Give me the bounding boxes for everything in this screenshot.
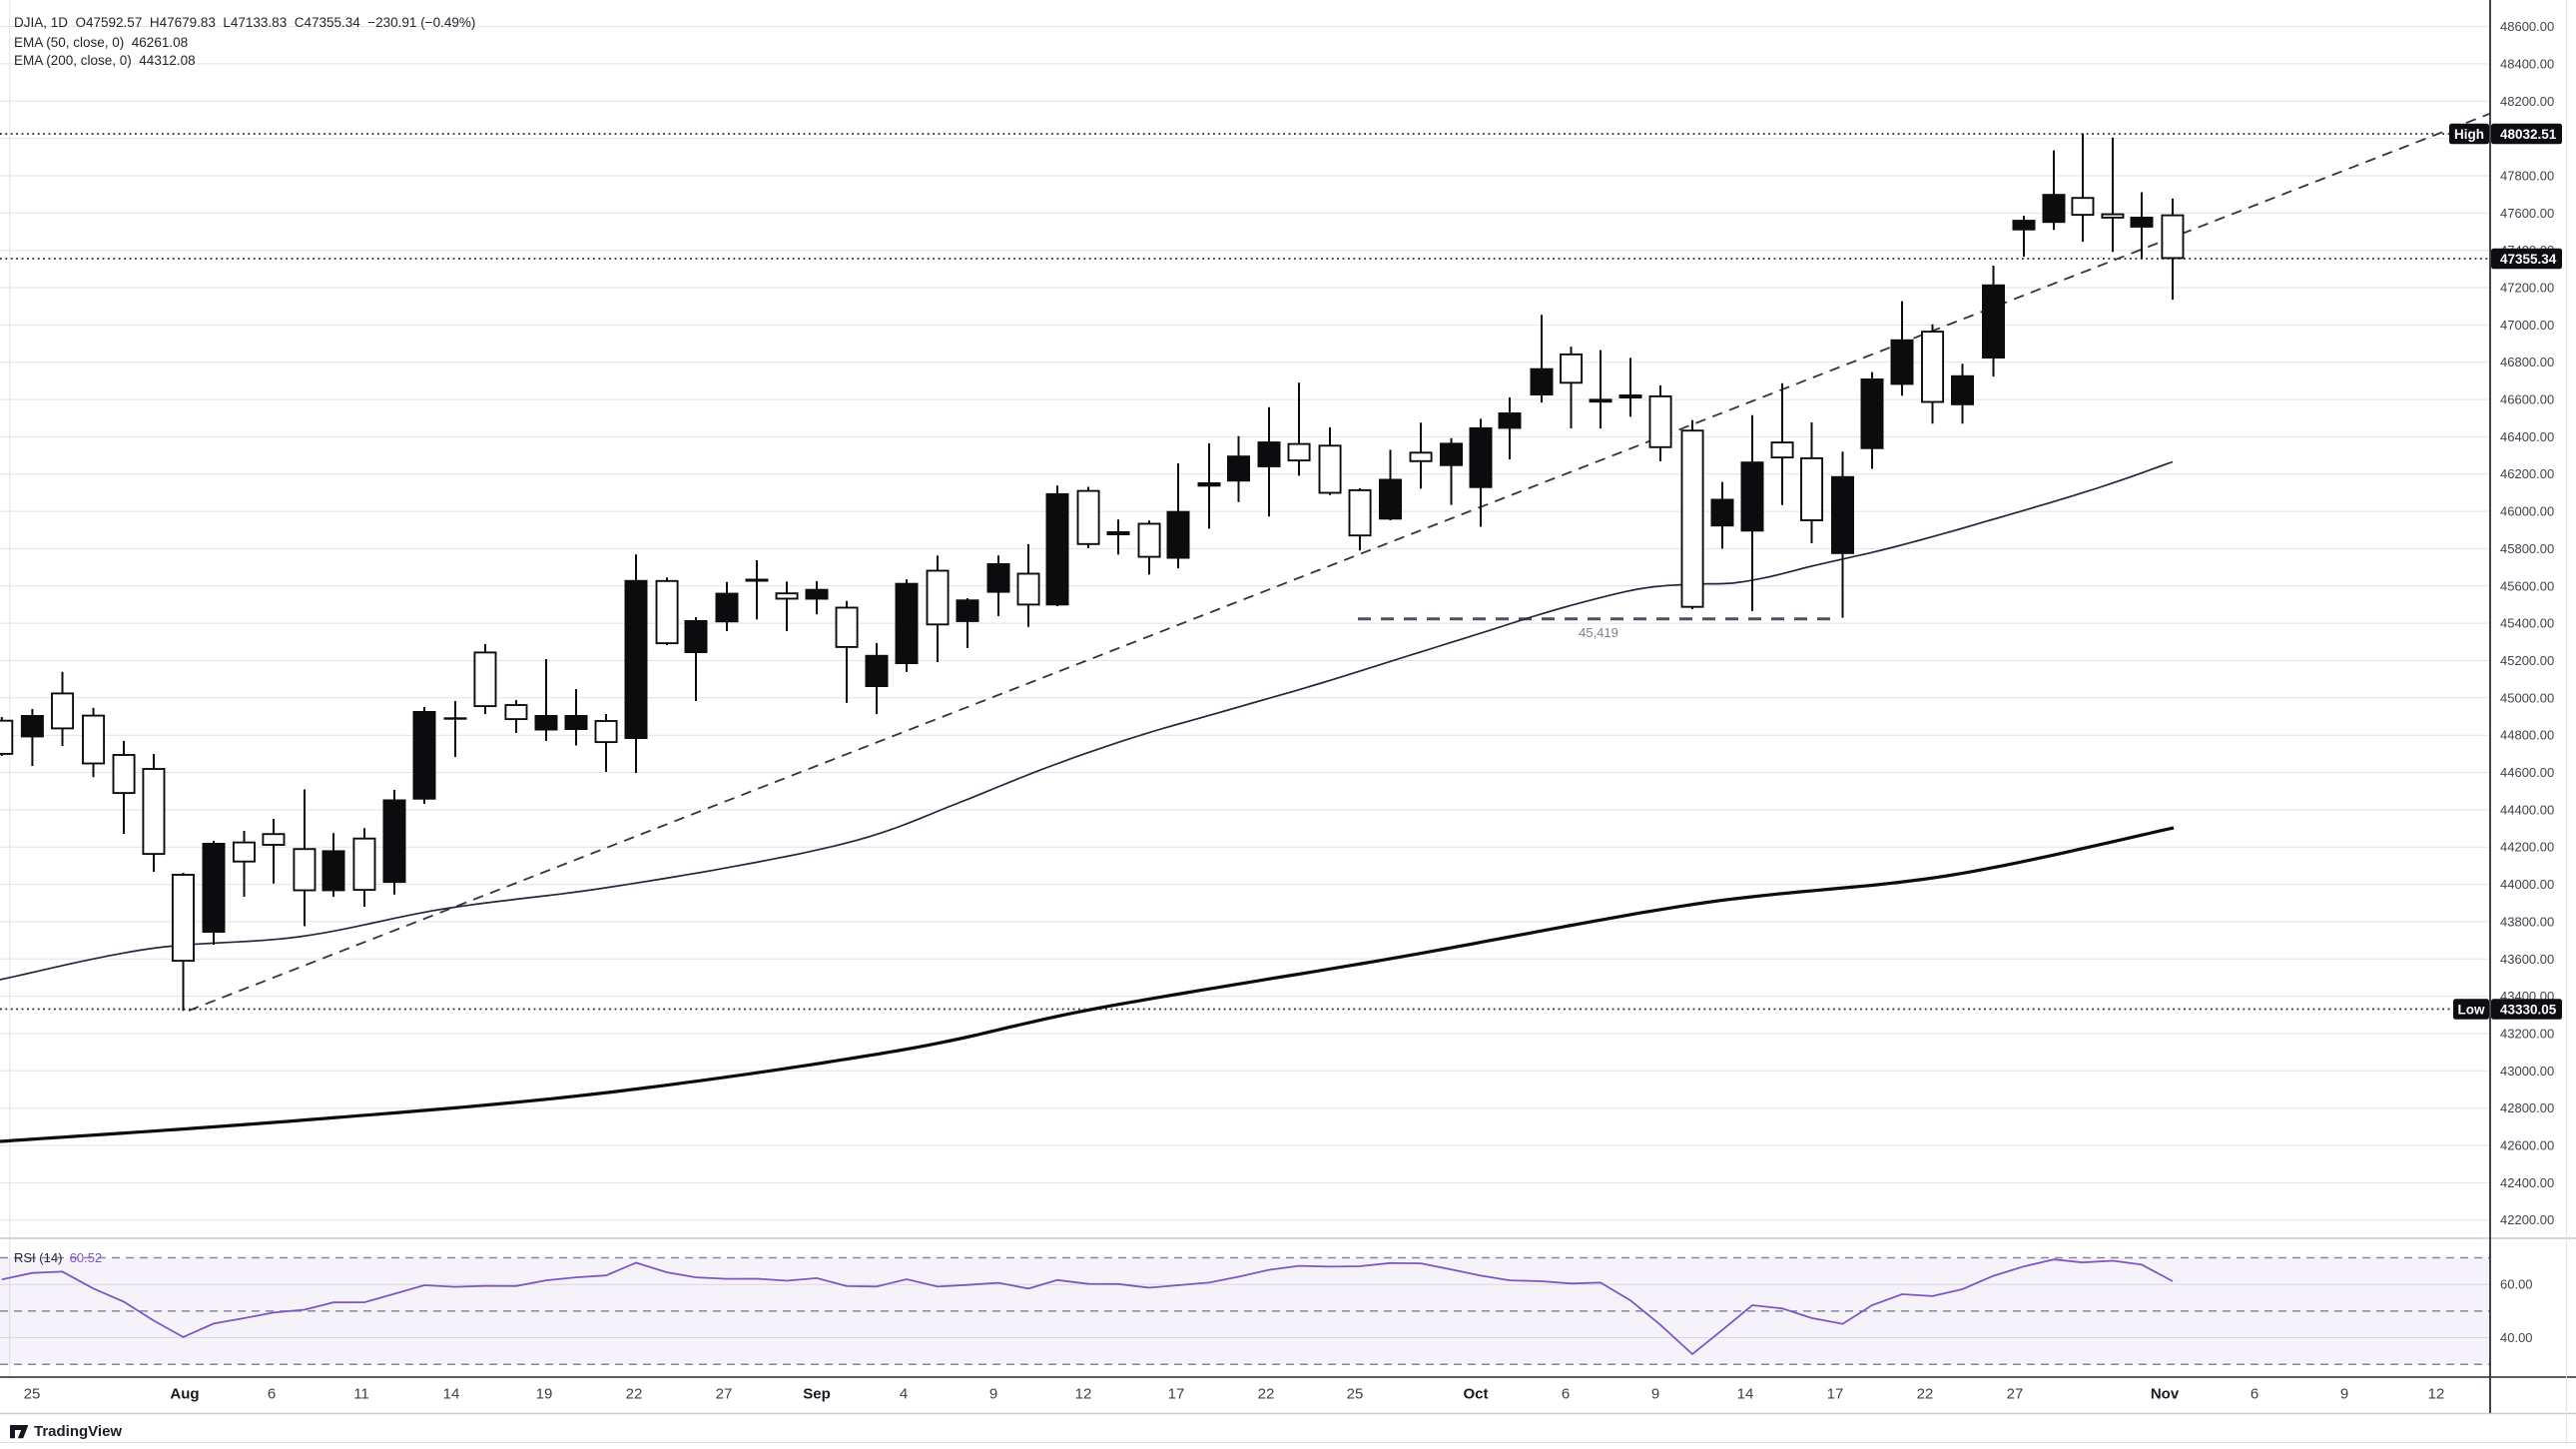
svg-text:45000.00: 45000.00 [2500,690,2554,705]
svg-text:12: 12 [2428,1386,2445,1403]
svg-text:6: 6 [268,1386,276,1403]
svg-text:Oct: Oct [1463,1386,1488,1403]
svg-text:EMA (50, close, 0) 46261.08: EMA (50, close, 0) 46261.08 [14,35,188,50]
svg-text:47355.34: 47355.34 [2500,252,2557,267]
svg-text:48200.00: 48200.00 [2500,94,2554,109]
svg-text:17: 17 [1827,1386,1844,1403]
svg-text:48600.00: 48600.00 [2500,19,2554,34]
svg-text:14: 14 [443,1386,460,1403]
svg-text:48400.00: 48400.00 [2500,56,2554,71]
svg-text:42200.00: 42200.00 [2500,1212,2554,1227]
svg-text:46400.00: 46400.00 [2500,429,2554,444]
svg-text:45800.00: 45800.00 [2500,541,2554,556]
svg-text:42600.00: 42600.00 [2500,1138,2554,1153]
svg-text:43600.00: 43600.00 [2500,952,2554,967]
svg-text:44600.00: 44600.00 [2500,765,2554,780]
svg-text:46000.00: 46000.00 [2500,504,2554,519]
svg-text:40.00: 40.00 [2500,1330,2533,1345]
svg-text:27: 27 [2007,1386,2024,1403]
svg-text:25: 25 [24,1386,41,1403]
svg-text:22: 22 [626,1386,643,1403]
svg-text:DJIA, 1D O47592.57 H47679.83: DJIA, 1D O47592.57 H47679.83 L47133.83 C… [14,15,475,30]
svg-text:45200.00: 45200.00 [2500,653,2554,668]
svg-text:9: 9 [2340,1386,2348,1403]
svg-text:47600.00: 47600.00 [2500,206,2554,221]
svg-text:TradingView: TradingView [34,1423,122,1440]
svg-text:25: 25 [1347,1386,1364,1403]
svg-text:44800.00: 44800.00 [2500,728,2554,743]
svg-text:Aug: Aug [170,1386,199,1403]
svg-text:Nov: Nov [2151,1386,2180,1403]
svg-text:17: 17 [1168,1386,1185,1403]
svg-text:47000.00: 47000.00 [2500,318,2554,333]
svg-text:46800.00: 46800.00 [2500,355,2554,369]
svg-text:46200.00: 46200.00 [2500,466,2554,481]
svg-text:6: 6 [1562,1386,1570,1403]
svg-text:11: 11 [353,1386,369,1403]
svg-text:Sep: Sep [803,1386,831,1403]
svg-text:48032.51: 48032.51 [2500,127,2557,142]
svg-text:47800.00: 47800.00 [2500,169,2554,184]
svg-text:12: 12 [1075,1386,1092,1403]
svg-text:44200.00: 44200.00 [2500,840,2554,855]
svg-text:44000.00: 44000.00 [2500,877,2554,892]
svg-text:42800.00: 42800.00 [2500,1100,2554,1115]
svg-text:22: 22 [1258,1386,1275,1403]
svg-text:Low: Low [2458,1002,2485,1017]
svg-text:22: 22 [1917,1386,1934,1403]
svg-text:45,419: 45,419 [1579,625,1618,640]
svg-text:43800.00: 43800.00 [2500,914,2554,929]
svg-text:45600.00: 45600.00 [2500,578,2554,593]
svg-text:6: 6 [2251,1386,2258,1403]
svg-text:9: 9 [989,1386,997,1403]
svg-text:27: 27 [716,1386,733,1403]
svg-text:43330.05: 43330.05 [2500,1002,2557,1017]
svg-text:43000.00: 43000.00 [2500,1064,2554,1079]
svg-text:4: 4 [900,1386,908,1403]
svg-text:42400.00: 42400.00 [2500,1175,2554,1190]
svg-text:45400.00: 45400.00 [2500,616,2554,631]
svg-text:19: 19 [536,1386,553,1403]
svg-text:14: 14 [1737,1386,1754,1403]
svg-text:43200.00: 43200.00 [2500,1027,2554,1042]
svg-text:RSI (14) 60.52: RSI (14) 60.52 [14,1250,102,1265]
svg-text:EMA (200, close, 0) 44312.08: EMA (200, close, 0) 44312.08 [14,53,196,68]
svg-text:46600.00: 46600.00 [2500,392,2554,407]
svg-text:44400.00: 44400.00 [2500,802,2554,817]
svg-text:60.00: 60.00 [2500,1277,2533,1292]
svg-text:9: 9 [1651,1386,1659,1403]
svg-text:High: High [2454,127,2484,142]
svg-text:47200.00: 47200.00 [2500,281,2554,296]
